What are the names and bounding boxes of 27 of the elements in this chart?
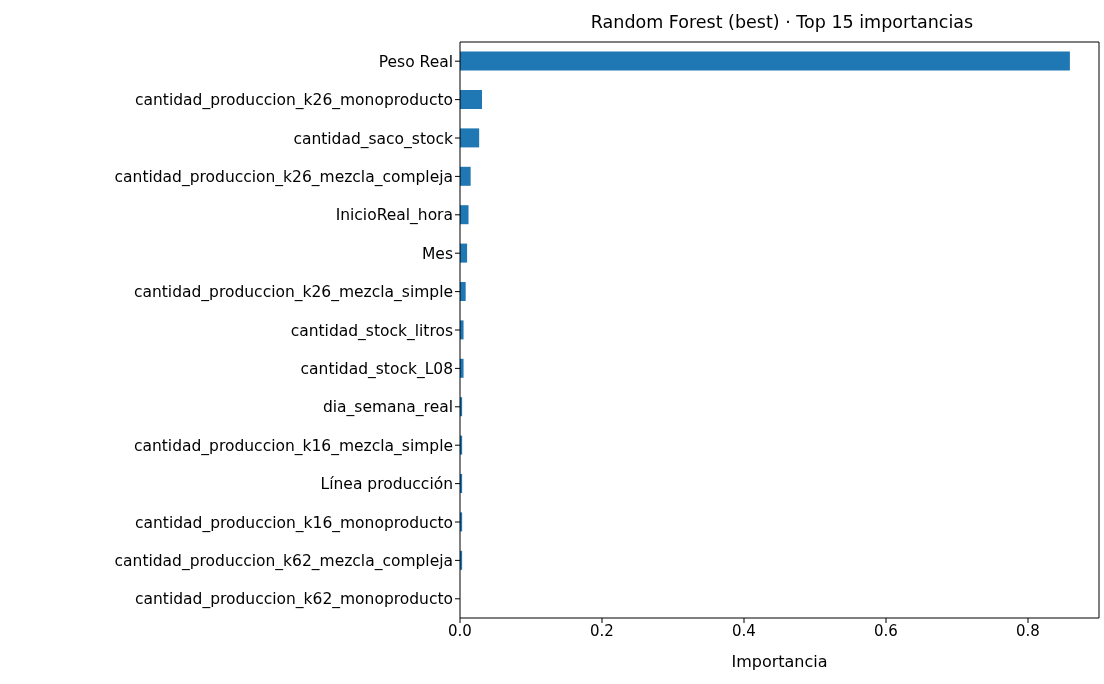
x-tick-label: 0.4 <box>732 621 756 640</box>
bar <box>460 205 469 225</box>
y-tick-label: cantidad_produccion_k26_mezcla_compleja <box>114 167 453 187</box>
y-tick-label: cantidad_produccion_k26_monoproducto <box>134 91 453 111</box>
x-tick-label: 0.8 <box>1016 621 1040 640</box>
y-tick-label: InicioReal_hora <box>335 206 453 226</box>
y-tick-label: Mes <box>422 244 453 263</box>
y-tick-label: cantidad_produccion_k16_monoproducto <box>134 513 453 533</box>
y-tick-label: cantidad_stock_litros <box>290 321 453 341</box>
y-tick-label: Línea producción <box>320 475 453 494</box>
x-axis-title: Importancia <box>731 652 828 672</box>
y-tick-label: Peso Real <box>378 52 453 71</box>
chart-title: Random Forest (best) · Top 15 importancias <box>589 12 975 32</box>
bar <box>460 90 483 109</box>
bar <box>460 166 471 186</box>
y-tick-label: cantidad_saco_stock <box>293 129 454 149</box>
y-tick-label: cantidad_produccion_k26_mezcla_simple <box>133 283 453 303</box>
y-tick-label: cantidad_produccion_k16_mezcla_simple <box>133 436 453 456</box>
x-tick-label: 0.6 <box>874 621 898 640</box>
y-tick-label: cantidad_produccion_k62_monoproducto <box>134 590 453 610</box>
y-tick-label: dia_semana_real <box>322 398 453 418</box>
y-tick-label: cantidad_stock_L08 <box>300 359 453 379</box>
x-tick-label: 0.0 <box>448 621 472 640</box>
y-tick-label: cantidad_produccion_k62_mezcla_compleja <box>114 551 453 571</box>
bar <box>460 128 480 148</box>
bar <box>460 51 1070 71</box>
x-tick-label: 0.2 <box>590 621 614 640</box>
